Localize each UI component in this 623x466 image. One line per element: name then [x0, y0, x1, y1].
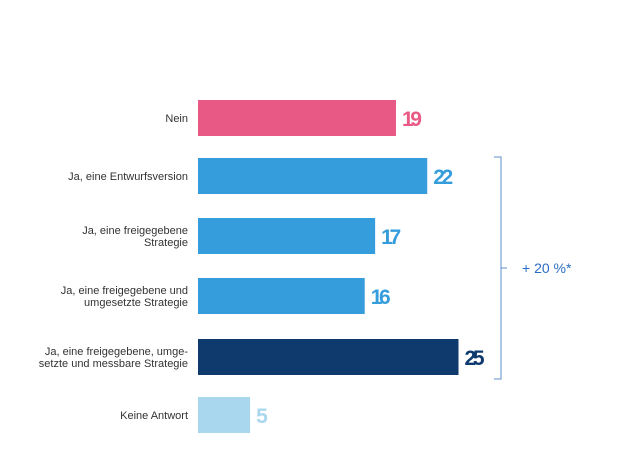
category-label: Nein — [165, 113, 188, 125]
bar — [198, 158, 428, 194]
category-label: umgesetzte Strategie — [84, 297, 188, 309]
bracket — [494, 156, 507, 380]
category-label: Ja, eine freigegebene, umge- — [45, 346, 188, 358]
annotation-label: + 20 %* — [522, 260, 572, 276]
category-label: Ja, eine Entwurfsversion — [68, 171, 188, 183]
category-label: Keine Antwort — [120, 410, 188, 422]
data-label: 5 — [256, 405, 268, 428]
data-label: 16 — [371, 286, 391, 309]
data-label: 25 — [465, 347, 485, 370]
category-label: Ja, eine freigegebene und — [61, 285, 188, 297]
bar — [198, 218, 376, 254]
category-label: Ja, eine freigegebene — [82, 225, 188, 237]
bar — [198, 278, 365, 314]
category-label: Strategie — [144, 237, 188, 249]
bar — [198, 397, 251, 433]
bar — [198, 339, 459, 375]
bar — [198, 100, 396, 136]
data-label: 17 — [381, 226, 401, 249]
data-label: 22 — [433, 166, 453, 189]
category-label: setzte und messbare Strategie — [39, 358, 188, 370]
data-label: 19 — [402, 108, 422, 131]
